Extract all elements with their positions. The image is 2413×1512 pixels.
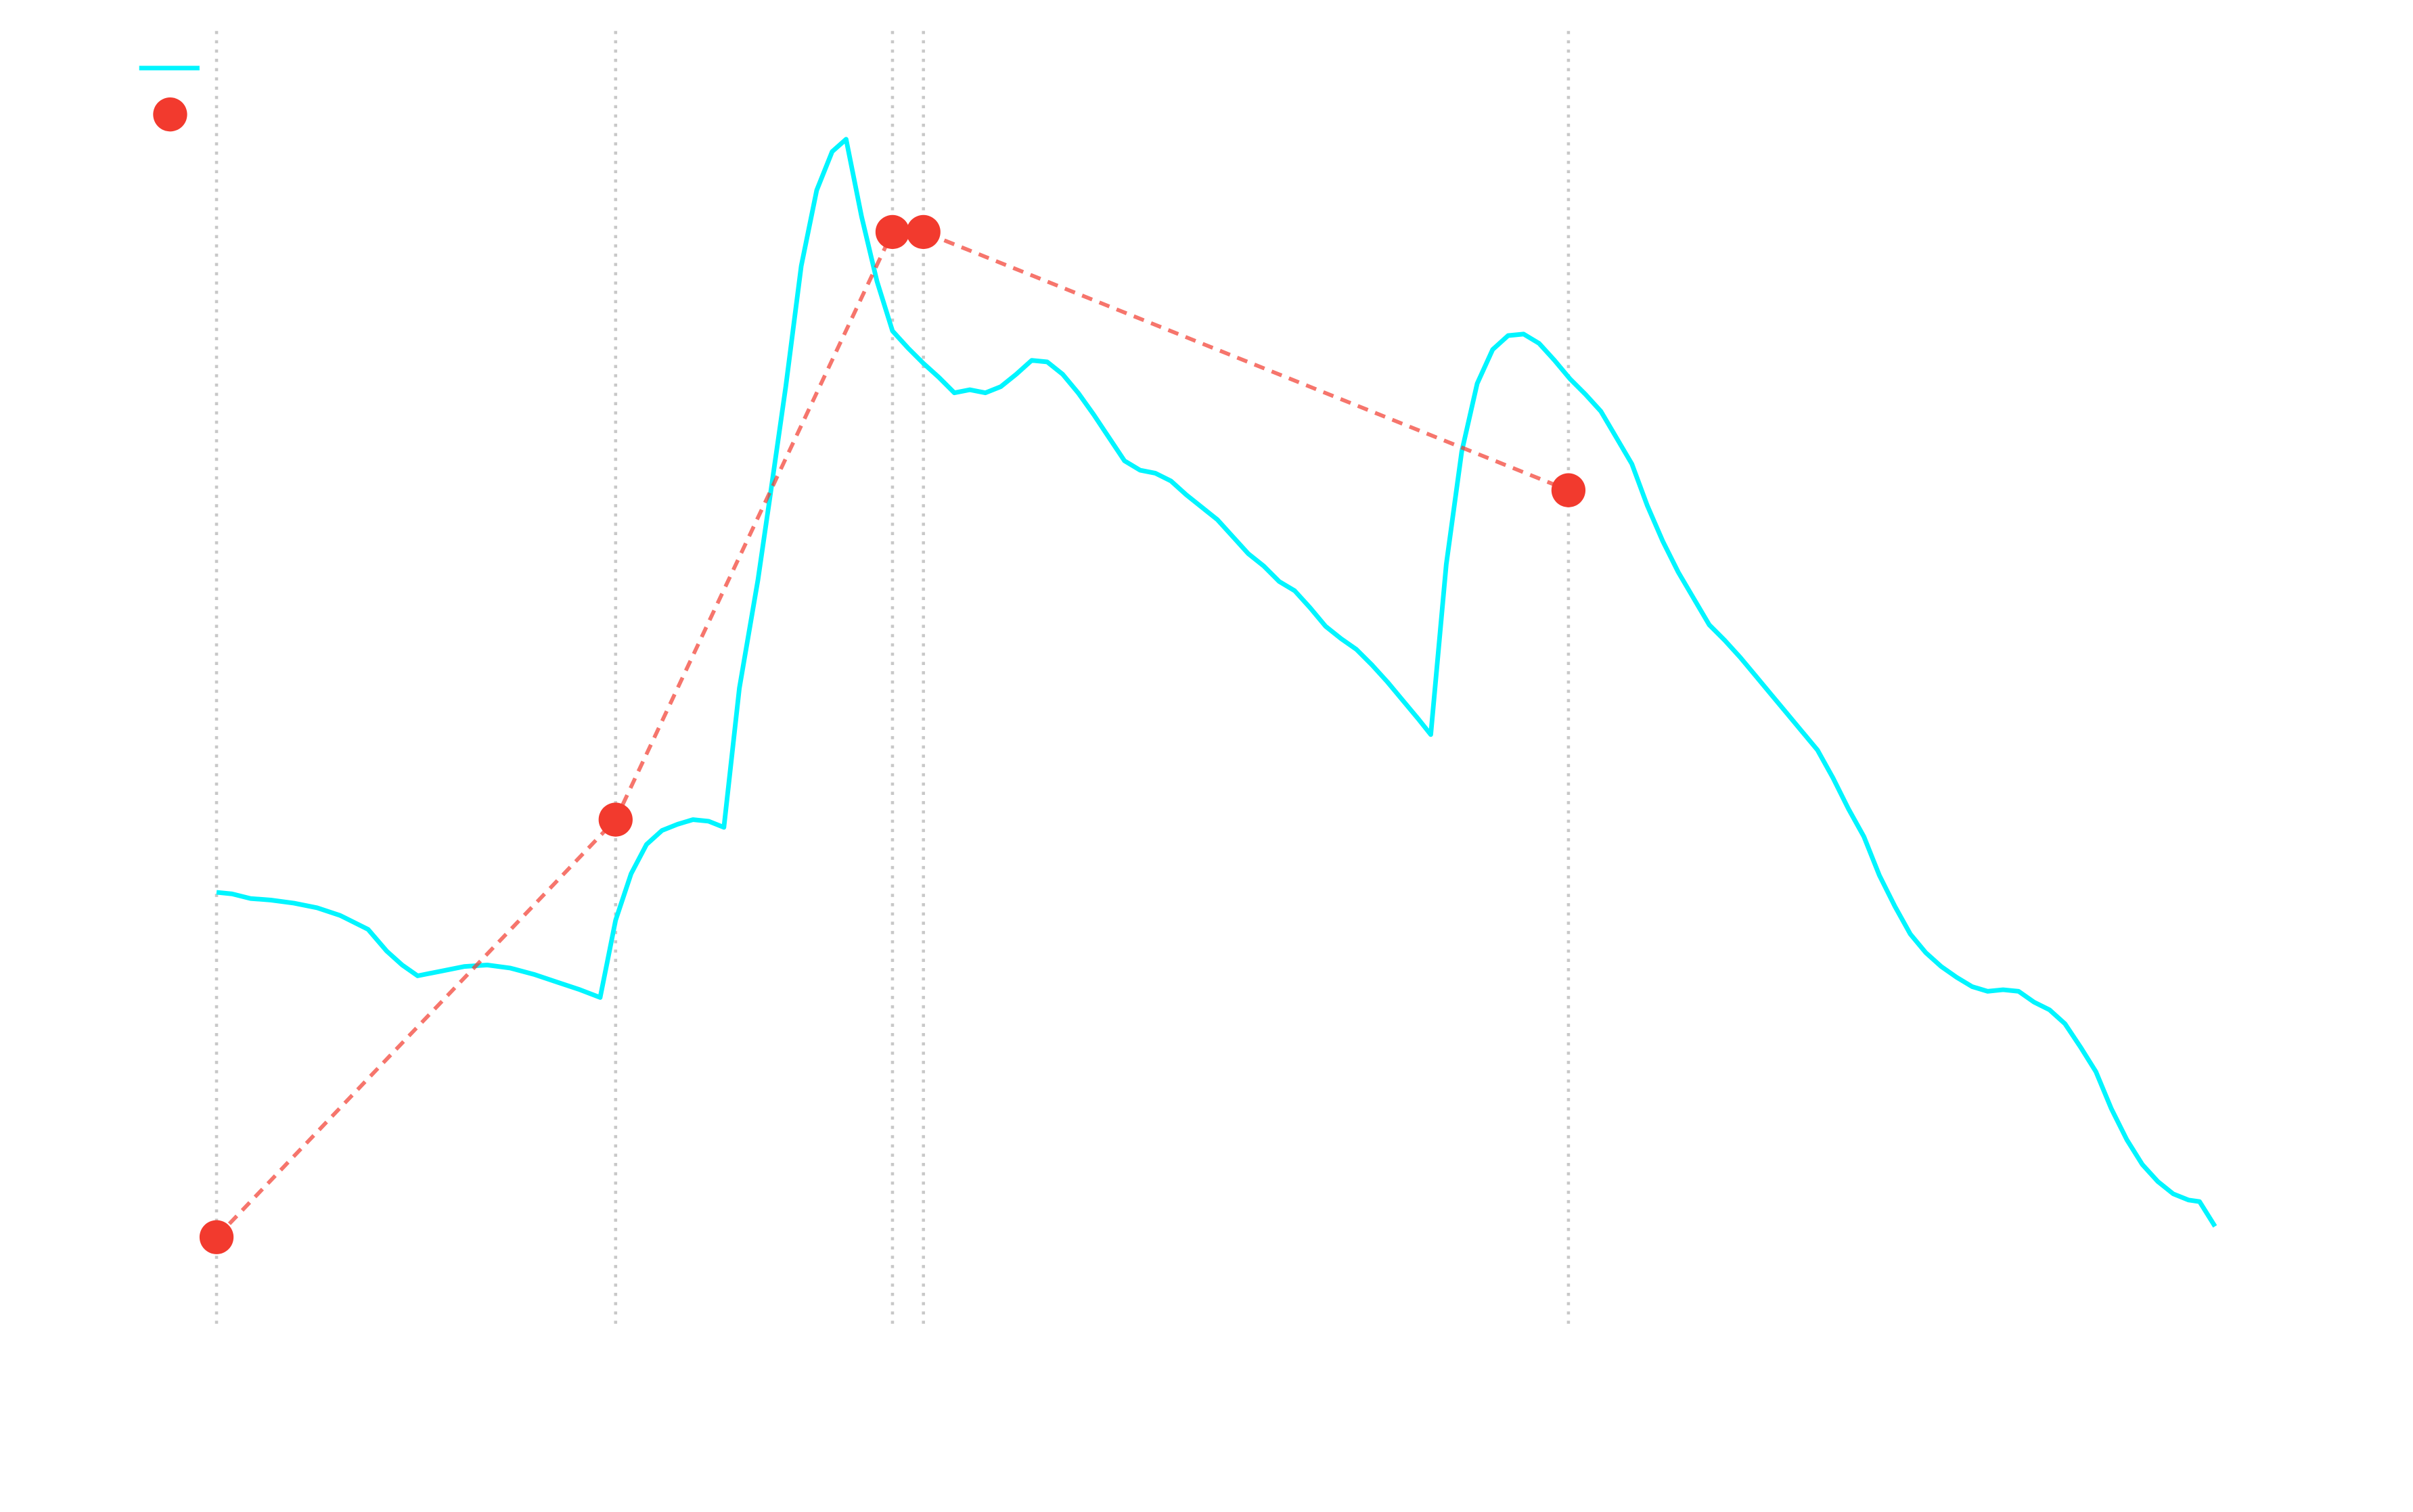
scatter-point — [875, 214, 910, 250]
scatter-point — [598, 802, 633, 837]
legend-marker — [153, 97, 187, 132]
scatter-point — [1551, 473, 1586, 507]
line-series — [216, 137, 2217, 1228]
scatter-point — [906, 214, 941, 250]
scatter-connector — [215, 230, 1569, 1239]
scatter-point — [199, 1220, 234, 1254]
